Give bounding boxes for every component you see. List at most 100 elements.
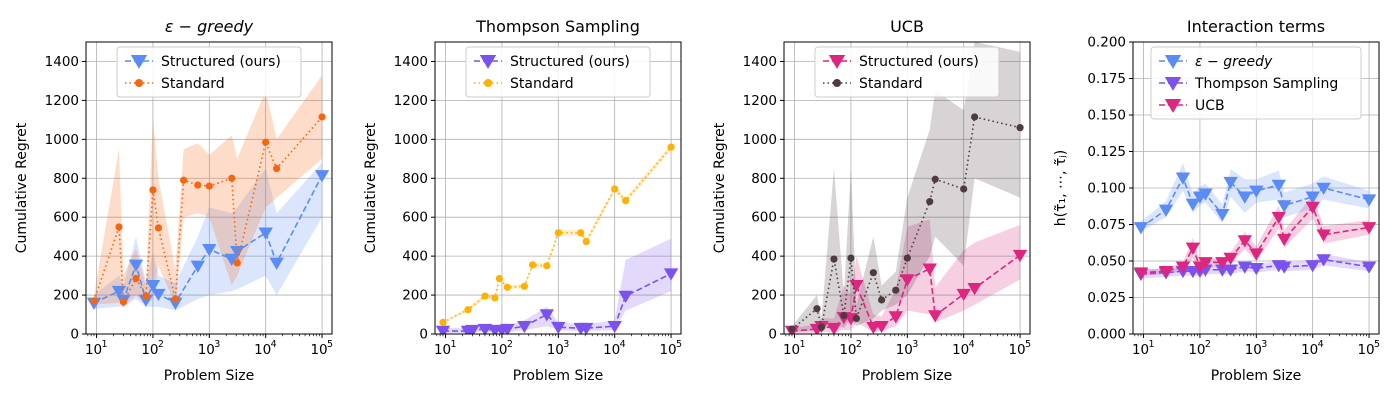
- data-point: [971, 113, 979, 121]
- data-point: [1175, 172, 1191, 185]
- x-tick-label: 10: [141, 342, 158, 358]
- data-point: [314, 170, 330, 183]
- y-tick-label: 1000: [45, 132, 79, 148]
- x-tick-label: 10: [896, 342, 913, 358]
- data-point: [1133, 267, 1149, 280]
- data-point: [151, 288, 166, 302]
- data-point: [900, 274, 915, 287]
- legend-label-2: Thompson Sampling: [1194, 76, 1338, 92]
- legend-box: [116, 46, 302, 98]
- legend: ε − greedy Thompson Sampling UCB: [1150, 46, 1362, 120]
- x-tick-exponent: 1: [1149, 339, 1155, 350]
- data-point: [1237, 235, 1252, 248]
- x-tick-exponent: 2: [1205, 339, 1211, 350]
- data-point: [500, 323, 515, 334]
- x-tick-exponent: 2: [856, 339, 862, 350]
- data-point: [928, 310, 943, 323]
- y-axis-label: Cumulative Regret: [712, 122, 728, 253]
- data-point: [1316, 182, 1331, 195]
- x-tick-exponent: 5: [676, 339, 682, 350]
- legend-marker-3: [1164, 98, 1182, 113]
- x-tick-label: 10: [1357, 342, 1374, 358]
- data-point: [439, 318, 447, 326]
- data-point: [142, 292, 150, 300]
- y-tick-label: 1200: [743, 93, 777, 109]
- x-tick-exponent: 5: [1025, 339, 1031, 350]
- x-tick-exponent: 3: [563, 339, 569, 350]
- data-point: [202, 244, 217, 257]
- data-point: [1012, 249, 1028, 263]
- data-point: [1305, 191, 1320, 204]
- x-tick-label: 10: [783, 342, 800, 358]
- data-point: [888, 311, 904, 324]
- x-axis-label: Problem Size: [862, 368, 952, 384]
- data-point: [262, 138, 270, 146]
- data-point: [1237, 191, 1252, 204]
- data-point: [1316, 254, 1331, 267]
- y-tick-label: 0.075: [1087, 217, 1126, 233]
- y-tick-label: 400: [751, 249, 777, 265]
- legend-marker-2: [833, 79, 841, 87]
- data-point: [520, 282, 528, 290]
- legend-marker-1: [828, 54, 846, 69]
- data-point: [1185, 198, 1201, 212]
- data-point: [128, 259, 144, 272]
- x-tick-exponent: 2: [507, 339, 513, 350]
- y-tick-label: 600: [751, 210, 777, 226]
- data-point: [491, 294, 499, 302]
- chart-panel-4: 0.000 0.025 0.050 0.075 0.100 0.125 0.150 0.175…: [1053, 17, 1380, 384]
- y-tick-label: 0.150: [1087, 108, 1126, 124]
- x-tick-exponent: 3: [912, 339, 918, 350]
- data-point: [1305, 201, 1320, 214]
- x-tick-exponent: 3: [1261, 339, 1267, 350]
- legend-label-2: Standard: [859, 76, 923, 92]
- data-point: [1316, 229, 1331, 242]
- data-point: [926, 198, 934, 206]
- y-tick-label: 1000: [743, 132, 777, 148]
- legend: Structured (ours) Standard: [465, 46, 651, 98]
- legend-label-2: Standard: [510, 76, 574, 92]
- data-point: [788, 325, 796, 333]
- y-tick-label: 400: [402, 249, 428, 265]
- x-tick-label: 10: [1132, 342, 1149, 358]
- y-tick-label: 600: [402, 210, 428, 226]
- y-axis-label: h(τ̃₁, ⋯, τ̃ⱼ): [1053, 150, 1069, 227]
- data-point: [228, 174, 236, 182]
- data-point: [1361, 194, 1377, 207]
- y-axis-label: Cumulative Regret: [14, 122, 30, 253]
- legend-box: [814, 46, 1000, 98]
- data-point: [1158, 204, 1174, 217]
- legend-label-1: ε − greedy: [1195, 54, 1273, 70]
- y-axis-label: Cumulative Regret: [363, 122, 379, 253]
- x-tick-exponent: 1: [102, 339, 108, 350]
- x-tick-label: 10: [952, 342, 969, 358]
- data-point: [543, 262, 551, 270]
- data-point: [1223, 176, 1238, 190]
- data-point: [1249, 263, 1264, 276]
- data-point: [1215, 209, 1230, 222]
- data-point: [115, 223, 123, 231]
- data-point: [258, 227, 273, 240]
- x-tick-exponent: 1: [800, 339, 806, 350]
- data-point: [1158, 265, 1174, 279]
- legend-label-1: Structured (ours): [161, 54, 281, 70]
- y-tick-label: 1200: [45, 93, 79, 109]
- x-tick-label: 10: [839, 342, 856, 358]
- legend-marker-2: [1164, 76, 1182, 91]
- y-tick-label: 1400: [394, 54, 428, 70]
- legend-label-2: Standard: [161, 76, 225, 92]
- x-tick-label: 10: [603, 342, 620, 358]
- data-point: [1249, 248, 1264, 261]
- x-tick-label: 10: [1301, 342, 1318, 358]
- legend-label-1: Structured (ours): [510, 54, 630, 70]
- legend-box: [1150, 46, 1362, 120]
- x-tick-exponent: 4: [1318, 339, 1324, 350]
- x-tick-label: 10: [85, 342, 102, 358]
- data-point: [119, 298, 128, 306]
- x-tick-label: 10: [198, 342, 215, 358]
- data-point: [477, 323, 493, 334]
